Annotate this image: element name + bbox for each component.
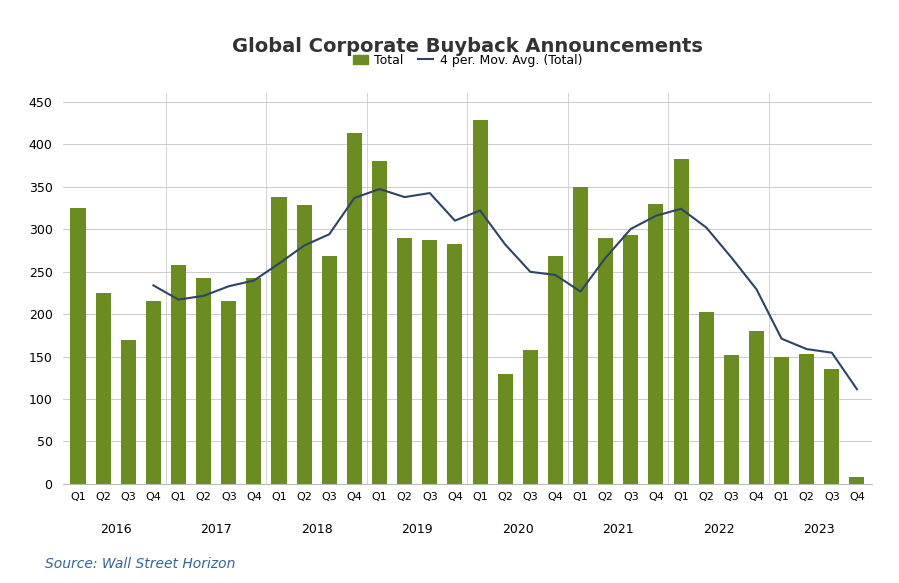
Bar bbox=[322, 257, 337, 484]
Bar bbox=[799, 354, 814, 484]
Bar bbox=[547, 257, 563, 484]
Bar bbox=[70, 208, 85, 484]
Text: 2020: 2020 bbox=[502, 523, 534, 536]
Legend: Total, 4 per. Mov. Avg. (Total): Total, 4 per. Mov. Avg. (Total) bbox=[348, 49, 587, 72]
Bar bbox=[774, 357, 789, 484]
Bar bbox=[347, 133, 362, 484]
Bar bbox=[850, 477, 865, 484]
Bar bbox=[423, 240, 437, 484]
Text: Source: Wall Street Horizon: Source: Wall Street Horizon bbox=[45, 557, 236, 571]
Bar bbox=[573, 187, 588, 484]
Bar bbox=[448, 244, 462, 484]
Bar bbox=[246, 279, 262, 484]
Bar bbox=[824, 369, 840, 484]
Bar bbox=[146, 301, 161, 484]
Bar bbox=[724, 355, 739, 484]
Text: 2022: 2022 bbox=[703, 523, 734, 536]
Bar bbox=[749, 331, 764, 484]
Text: 2023: 2023 bbox=[804, 523, 835, 536]
Bar bbox=[120, 339, 136, 484]
Bar bbox=[397, 238, 413, 484]
Text: 2018: 2018 bbox=[301, 523, 333, 536]
Bar bbox=[623, 235, 638, 484]
Bar bbox=[372, 161, 387, 484]
Text: 2017: 2017 bbox=[200, 523, 232, 536]
Bar bbox=[297, 205, 312, 484]
Text: 2021: 2021 bbox=[602, 523, 634, 536]
Bar bbox=[522, 350, 538, 484]
Bar bbox=[196, 278, 211, 484]
Bar bbox=[673, 159, 689, 484]
Bar bbox=[221, 301, 236, 484]
Text: 2016: 2016 bbox=[100, 523, 131, 536]
Bar bbox=[699, 312, 714, 484]
Bar bbox=[598, 238, 613, 484]
Bar bbox=[271, 197, 287, 484]
Bar bbox=[171, 265, 186, 484]
Bar bbox=[473, 121, 487, 484]
Title: Global Corporate Buyback Announcements: Global Corporate Buyback Announcements bbox=[232, 37, 703, 55]
Bar bbox=[648, 203, 663, 484]
Bar bbox=[498, 374, 512, 484]
Text: 2019: 2019 bbox=[402, 523, 433, 536]
Bar bbox=[95, 293, 111, 484]
